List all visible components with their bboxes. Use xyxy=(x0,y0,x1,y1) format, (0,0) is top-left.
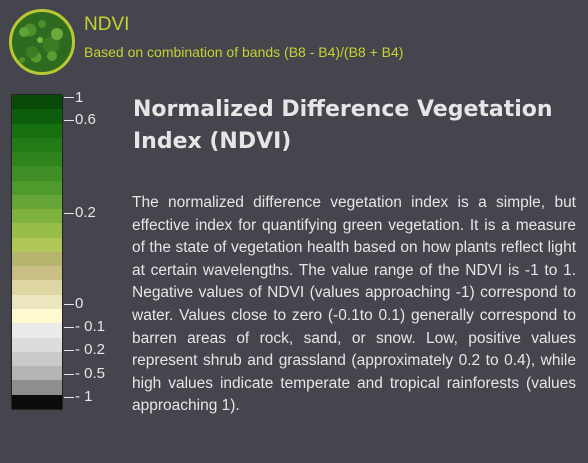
legend-label-neg-0-5: - 0.5 xyxy=(75,365,106,382)
color-ramp xyxy=(11,94,63,410)
color-ramp-segment xyxy=(12,237,62,252)
color-ramp-segment xyxy=(12,223,62,238)
color-ramp-segment xyxy=(12,394,62,409)
layer-subtitle: Based on combination of bands (B8 - B4)/… xyxy=(84,44,404,60)
color-ramp-segment xyxy=(12,280,62,295)
color-ramp-segment xyxy=(12,366,62,381)
vegetation-texture-icon xyxy=(19,20,67,63)
color-ramp-segment xyxy=(12,337,62,352)
ndvi-legend: 1 0.6 0.2 0 - 0.1 - 0.2 - 0.5 - 1 xyxy=(11,90,121,410)
legend-label-1: 1 xyxy=(75,89,84,106)
color-ramp-segment xyxy=(12,123,62,138)
color-ramp-segment xyxy=(12,308,62,324)
color-ramp-segment xyxy=(12,152,62,167)
legend-tick xyxy=(64,97,74,98)
color-ramp-segment xyxy=(12,294,62,309)
color-ramp-segment xyxy=(12,180,62,195)
layer-header: NDVI Based on combination of bands (B8 -… xyxy=(0,0,588,80)
info-description: The normalized difference vegetation ind… xyxy=(132,194,576,415)
legend-label-0: 0 xyxy=(75,295,84,312)
legend-label-0-6: 0.6 xyxy=(75,111,96,128)
layer-thumbnail[interactable] xyxy=(9,9,75,75)
legend-label-neg-0-2: - 0.2 xyxy=(75,341,106,358)
legend-tick xyxy=(64,327,74,328)
legend-tick xyxy=(64,120,74,121)
layer-title: NDVI xyxy=(84,14,130,35)
legend-label-neg-0-1: - 0.1 xyxy=(75,318,106,335)
legend-tick xyxy=(64,374,74,375)
color-ramp-segment xyxy=(12,266,62,281)
color-ramp-segment xyxy=(12,380,62,395)
color-ramp-segment xyxy=(12,109,62,124)
legend-tick xyxy=(64,213,74,214)
legend-tick xyxy=(64,304,74,305)
color-ramp-segment xyxy=(12,137,62,153)
legend-label-neg-1: - 1 xyxy=(75,388,93,405)
color-ramp-segment xyxy=(12,209,62,224)
color-ramp-segment xyxy=(12,95,62,110)
info-heading: Normalized Difference Vegetation Index (… xyxy=(133,97,553,154)
legend-tick xyxy=(64,397,74,398)
color-ramp-segment xyxy=(12,351,62,367)
legend-tick xyxy=(64,350,74,351)
color-ramp-segment xyxy=(12,251,62,267)
color-ramp-segment xyxy=(12,323,62,338)
color-ramp-segment xyxy=(12,194,62,210)
legend-label-0-2: 0.2 xyxy=(75,204,96,221)
color-ramp-segment xyxy=(12,166,62,181)
